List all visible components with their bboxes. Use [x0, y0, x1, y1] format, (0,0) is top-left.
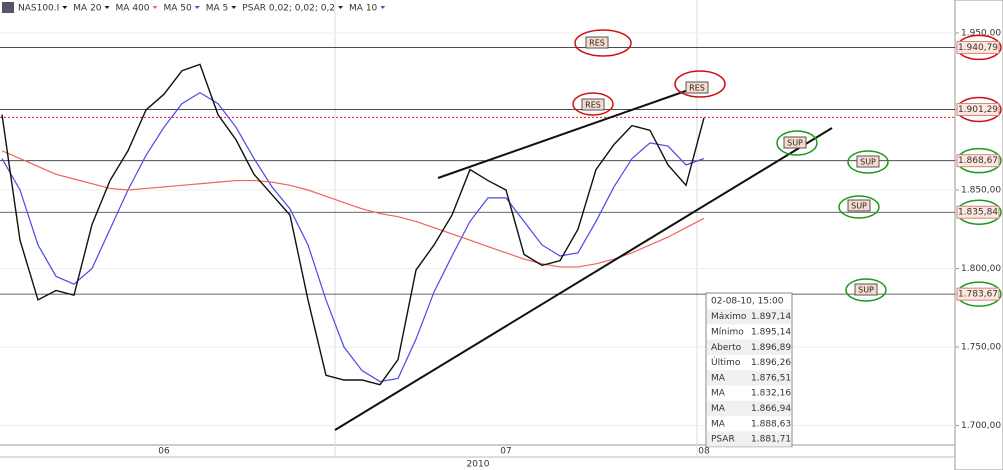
y-tick-label: 1.850,00	[961, 185, 1001, 195]
res-label: RES	[689, 84, 705, 93]
sup-oval	[847, 150, 889, 174]
tooltip-row-label: Último	[711, 356, 741, 368]
tooltip-row-bg	[707, 370, 791, 386]
tooltip-row-label: PSAR	[711, 435, 735, 445]
legend-arrow	[152, 6, 158, 9]
tooltip-row-value: 1.897,14	[751, 312, 791, 322]
level-label: 1.783,67	[958, 290, 998, 300]
legend-arrow	[338, 6, 344, 9]
symbol-icon	[2, 2, 14, 13]
legend-arrow	[104, 6, 110, 9]
level-box	[956, 40, 1000, 54]
tooltip-row-label: MA	[711, 419, 726, 429]
y-axis-strip	[954, 0, 1003, 470]
level-box	[956, 205, 1000, 219]
series-line	[1, 63, 705, 386]
legend-entry[interactable]: MA 10	[349, 4, 378, 14]
level-box	[956, 102, 1000, 116]
y-tick-label: 1.950,00	[961, 28, 1001, 38]
sup-oval	[776, 130, 818, 156]
sup-label: SUP	[858, 286, 874, 295]
legend-entry[interactable]: MA 20	[73, 4, 102, 14]
level-label: 1.940,79	[958, 43, 998, 53]
y-tick-label: 1.800,00	[961, 264, 1001, 274]
legend-entry[interactable]: NAS100.I	[18, 4, 59, 14]
tooltip-row-label: Máximo	[711, 312, 747, 322]
legend-entry[interactable]: PSAR 0,02; 0,02; 0,2	[242, 4, 335, 14]
res-label: RES	[585, 101, 601, 110]
legend-entry[interactable]: MA 50	[164, 4, 193, 14]
x-tick-label: 06	[158, 447, 170, 457]
legend-arrow	[380, 6, 386, 9]
tooltip-row-value: 1.866,94	[751, 404, 791, 414]
series-line	[1, 150, 705, 268]
legend-arrow	[62, 6, 68, 9]
trend-lines	[334, 86, 833, 431]
y-tick-label: 1.700,00	[961, 421, 1001, 431]
trend-line	[437, 86, 698, 179]
tooltip-row-value: 1.896,26	[751, 358, 791, 368]
sup-oval	[838, 195, 880, 219]
tooltip-row-bg	[707, 339, 791, 355]
legend-entry[interactable]: MA 5	[206, 4, 229, 14]
x-axis-label: 2010	[467, 460, 490, 470]
trend-line	[334, 127, 833, 431]
level-label: 1.901,29	[958, 105, 998, 115]
res-box	[581, 98, 605, 111]
tooltip-row-value: 1.888,63	[751, 419, 791, 429]
series-line	[1, 91, 705, 383]
tooltip-row-label: MA	[711, 389, 726, 399]
res-box	[685, 81, 709, 94]
res-box	[585, 36, 609, 49]
level-label: 1.835,84	[958, 208, 998, 218]
tooltip-row-value: 1.832,16	[751, 389, 791, 399]
legend-arrow	[231, 6, 237, 9]
tooltip-row-value: 1.896,89	[751, 343, 791, 353]
tooltip-row-label: MA	[711, 373, 726, 383]
tooltip-row-label: Mínimo	[711, 327, 744, 337]
sup-box	[783, 136, 807, 149]
level-box	[956, 154, 1000, 168]
tooltip-row-value: 1.881,71	[751, 435, 791, 445]
res-label: RES	[589, 39, 605, 48]
legend-entry[interactable]: MA 400	[116, 4, 150, 14]
tooltip-row-bg	[707, 431, 791, 447]
tooltip-row-label: MA	[711, 404, 726, 414]
sup-box	[847, 199, 871, 212]
annotations: RES RES RES SUP SUP SUP SUP	[572, 29, 889, 302]
sup-box	[856, 155, 880, 168]
level-label: 1.868,67	[958, 156, 998, 166]
x-tick-label: 08	[698, 447, 710, 457]
tooltip-row-label: Aberto	[711, 343, 742, 353]
tooltip-row-bg	[707, 400, 791, 417]
x-tick-label: 07	[500, 447, 511, 457]
tooltip-title: 02-08-10, 15:00	[711, 297, 784, 307]
sup-box	[854, 283, 878, 296]
sup-oval	[845, 278, 887, 302]
legend-arrow	[194, 6, 200, 9]
res-oval	[574, 29, 632, 57]
y-tick-label: 1.750,00	[961, 343, 1001, 353]
sup-label: SUP	[860, 158, 876, 167]
res-oval	[674, 70, 726, 98]
sup-label: SUP	[851, 202, 867, 211]
tooltip-row-value: 1.876,51	[751, 373, 791, 383]
tooltip-row-value: 1.895,14	[751, 327, 791, 337]
level-box	[956, 287, 1000, 301]
res-oval	[572, 92, 614, 116]
tooltip-row-bg	[707, 309, 791, 325]
sup-label: SUP	[787, 139, 803, 148]
